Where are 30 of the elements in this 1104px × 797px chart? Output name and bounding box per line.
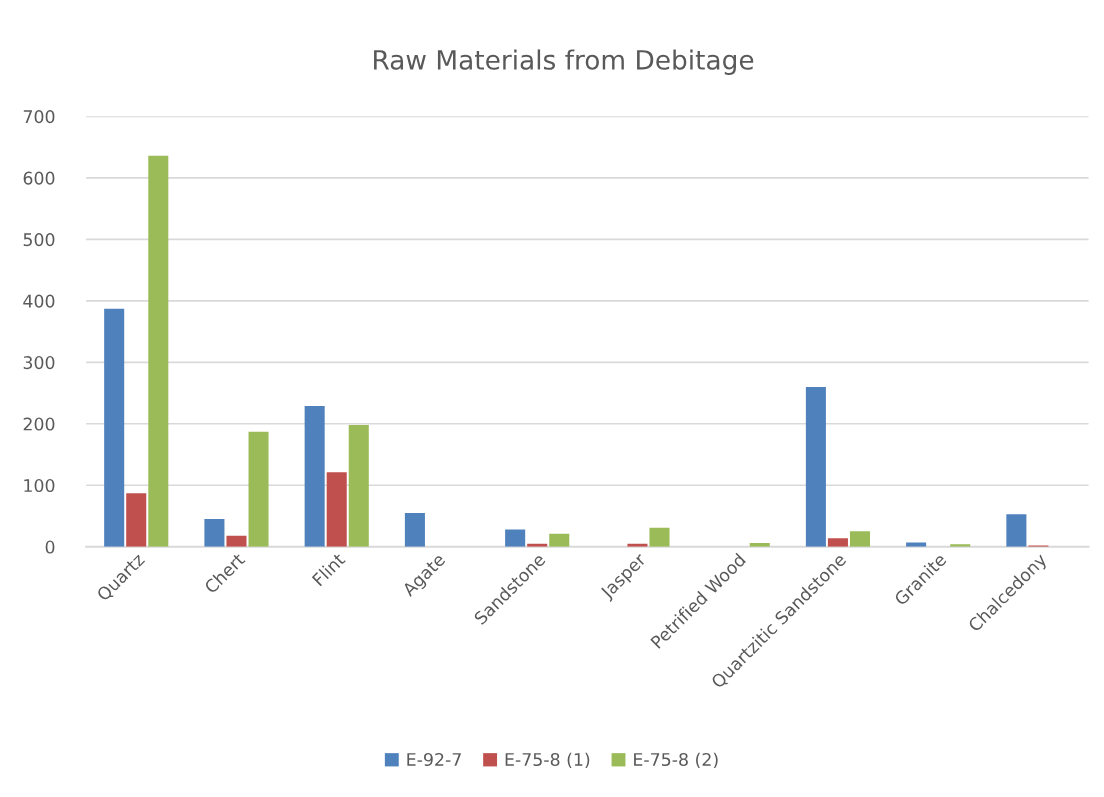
bar [906,542,927,547]
bar [849,531,871,547]
y-tick-label: 400 [23,294,55,308]
chart-title: Raw Materials from Debitage [374,49,754,75]
legend-label: E-75-8 (2) [634,752,718,769]
bar [326,472,347,547]
bar [248,431,269,547]
y-tick-label: 300 [23,356,55,370]
y-tick-label: 200 [23,417,55,431]
bar [649,527,670,547]
bar [805,386,826,547]
bar [348,425,369,547]
bar [226,535,247,547]
y-tick-label: 700 [23,110,55,124]
bar [304,405,325,547]
y-tick-label: 600 [23,171,55,185]
bar [827,538,848,547]
y-tick-label: 0 [45,540,55,554]
y-tick-label: 100 [24,478,55,493]
legend-label: E-92-7 [407,752,461,767]
bar [404,512,425,547]
legend-label: E-75-8 (1) [505,752,590,769]
bar [505,529,526,547]
bar [1006,514,1027,547]
bar [148,155,169,547]
bar [126,493,147,547]
bar [549,533,570,547]
bar [204,519,225,547]
y-tick-label: 500 [23,233,55,247]
bar [104,308,125,547]
